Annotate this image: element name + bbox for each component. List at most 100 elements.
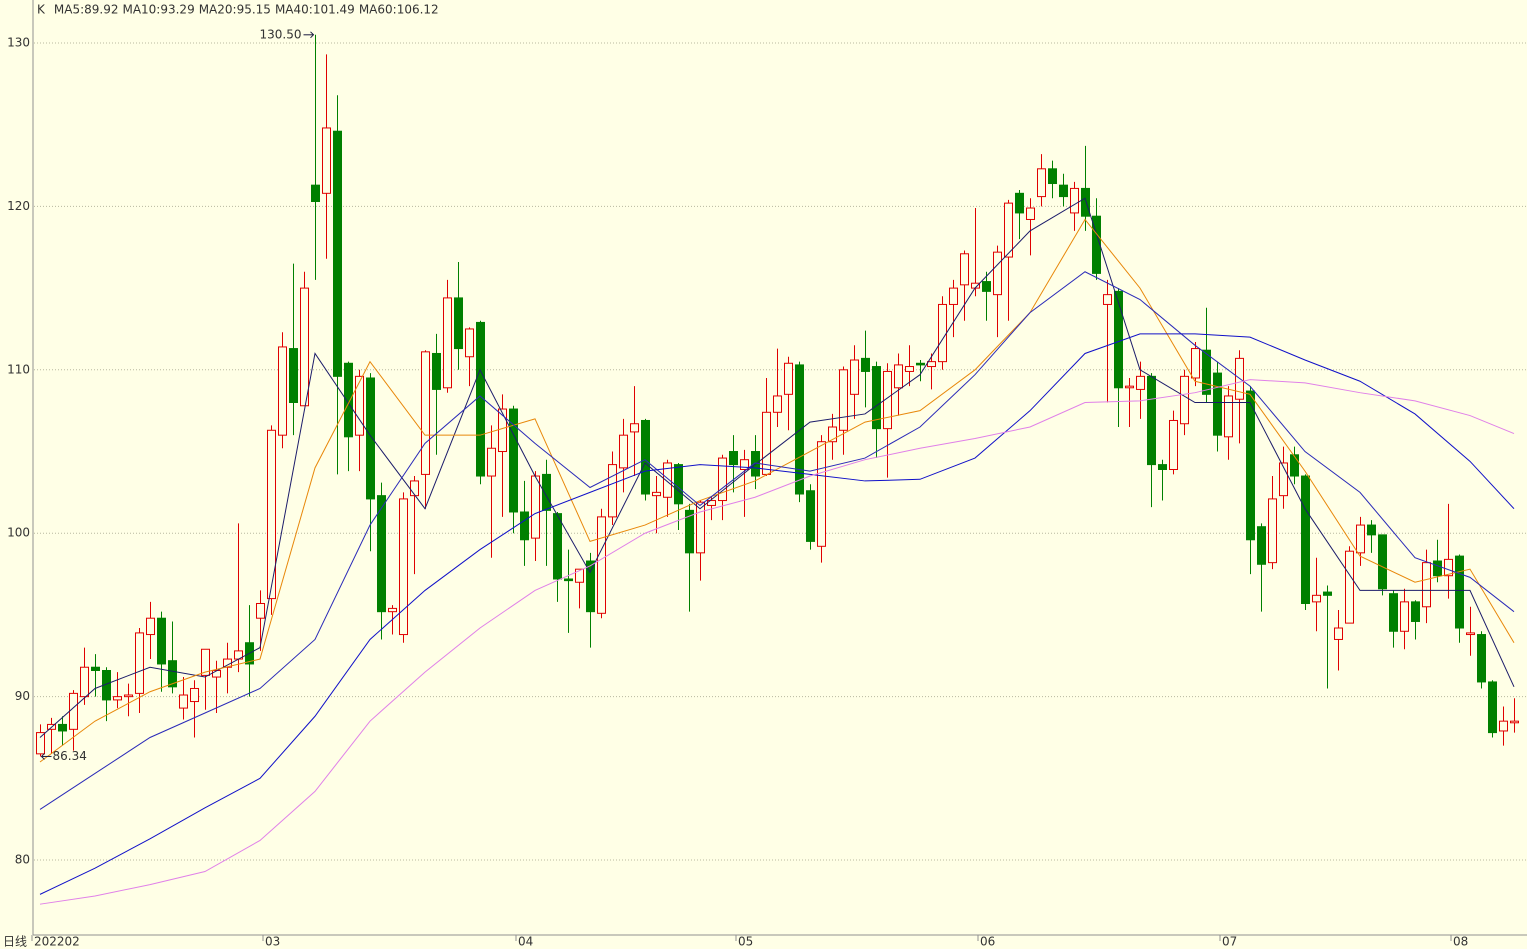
candle-body xyxy=(1125,385,1134,389)
y-tick-label: 100 xyxy=(7,526,30,540)
candle-body xyxy=(641,419,650,495)
candle-body xyxy=(311,184,320,202)
candle-body xyxy=(1048,168,1057,185)
x-tick-label: 08 xyxy=(1453,935,1468,949)
candle-body xyxy=(1103,294,1112,305)
candle-body xyxy=(135,632,144,694)
ma-line xyxy=(39,333,1515,895)
candle-body xyxy=(795,364,804,495)
candle-body xyxy=(1301,475,1310,604)
candle-body xyxy=(1246,390,1255,541)
candle-body xyxy=(916,362,925,366)
candle-body xyxy=(1059,184,1068,198)
candle-body xyxy=(1191,348,1200,379)
candle-body xyxy=(663,462,672,498)
candle-body xyxy=(322,127,331,194)
candle-body xyxy=(212,669,221,678)
legend-entry: MA40:101.49 xyxy=(275,3,355,17)
candle-body xyxy=(586,560,595,613)
candle-body xyxy=(1510,720,1519,724)
y-tick-label: 90 xyxy=(15,689,30,703)
legend-entry: MA5:89.92 xyxy=(54,3,119,17)
candle-body xyxy=(190,687,199,703)
candle-body xyxy=(278,346,287,436)
candle-body xyxy=(1455,555,1464,629)
candle-body xyxy=(531,475,540,539)
high-annotation: 130.50 xyxy=(260,27,302,41)
candle-body xyxy=(729,451,738,466)
candle-body xyxy=(1334,627,1343,640)
ma-line xyxy=(39,379,1515,905)
ma-line xyxy=(39,271,1515,810)
candle-body xyxy=(1367,524,1376,536)
candle-body xyxy=(740,459,749,470)
candle-body xyxy=(1257,526,1266,565)
candle-body xyxy=(1180,375,1189,425)
candle-body xyxy=(1279,462,1288,497)
candle-body xyxy=(377,495,386,613)
candle-body xyxy=(828,426,837,443)
y-tick-label: 110 xyxy=(7,362,30,376)
x-tick-label: 06 xyxy=(980,935,995,949)
annotation-arrowhead xyxy=(40,753,45,760)
candle-body xyxy=(1422,562,1431,608)
candle-body xyxy=(36,732,45,755)
candle-body xyxy=(850,359,859,395)
candle-body xyxy=(146,617,155,636)
candle-body xyxy=(388,607,397,613)
candle-body xyxy=(410,480,419,497)
candle-body xyxy=(366,377,375,500)
candle-body xyxy=(1169,419,1178,470)
candle-body xyxy=(124,694,133,698)
candle-body xyxy=(300,287,309,407)
candle-body xyxy=(1411,601,1420,622)
annotation-arrowhead xyxy=(310,31,315,39)
candle-body xyxy=(256,602,265,619)
candle-body xyxy=(520,511,529,541)
candle-body xyxy=(80,666,89,698)
x-tick-label: 03 xyxy=(265,935,280,949)
candle-body xyxy=(542,473,551,511)
candle-body xyxy=(1400,601,1409,632)
candle-body xyxy=(674,464,683,505)
legend-title: K xyxy=(37,3,46,17)
candle-body xyxy=(454,297,463,350)
candle-body xyxy=(773,395,782,413)
candle-body xyxy=(69,692,78,730)
legend-entry: MA20:95.15 xyxy=(199,3,271,17)
candle-body xyxy=(685,509,694,554)
candle-body xyxy=(982,281,991,292)
candle-body xyxy=(905,366,914,372)
candle-body xyxy=(1290,454,1299,477)
candle-body xyxy=(1026,207,1035,220)
candle-body xyxy=(1213,372,1222,436)
low-annotation: 86.34 xyxy=(53,749,87,763)
y-tick-label: 130 xyxy=(7,35,30,49)
candle-body xyxy=(1004,202,1013,258)
candle-body xyxy=(872,366,881,430)
candle-body xyxy=(597,516,606,614)
candle-body xyxy=(553,513,562,580)
candle-body xyxy=(1389,593,1398,632)
legend-entry: MA10:93.29 xyxy=(122,3,194,17)
candle-body xyxy=(465,328,474,358)
candle-body xyxy=(883,370,892,430)
candle-body xyxy=(927,361,936,368)
candle-body xyxy=(630,423,639,433)
candle-body xyxy=(333,130,342,377)
candle-body xyxy=(1356,524,1365,554)
candle-body xyxy=(619,434,628,469)
ma-line xyxy=(39,197,1515,738)
candle-body xyxy=(564,578,573,582)
candle-body xyxy=(1147,375,1156,466)
candle-body xyxy=(1224,395,1233,438)
candle-body xyxy=(58,723,67,732)
candle-body xyxy=(168,660,177,688)
candle-body xyxy=(839,369,848,431)
candle-body xyxy=(157,617,166,665)
candle-body xyxy=(938,303,947,363)
candle-body xyxy=(718,457,727,502)
candle-body xyxy=(487,447,496,477)
candle-body xyxy=(1158,464,1167,470)
